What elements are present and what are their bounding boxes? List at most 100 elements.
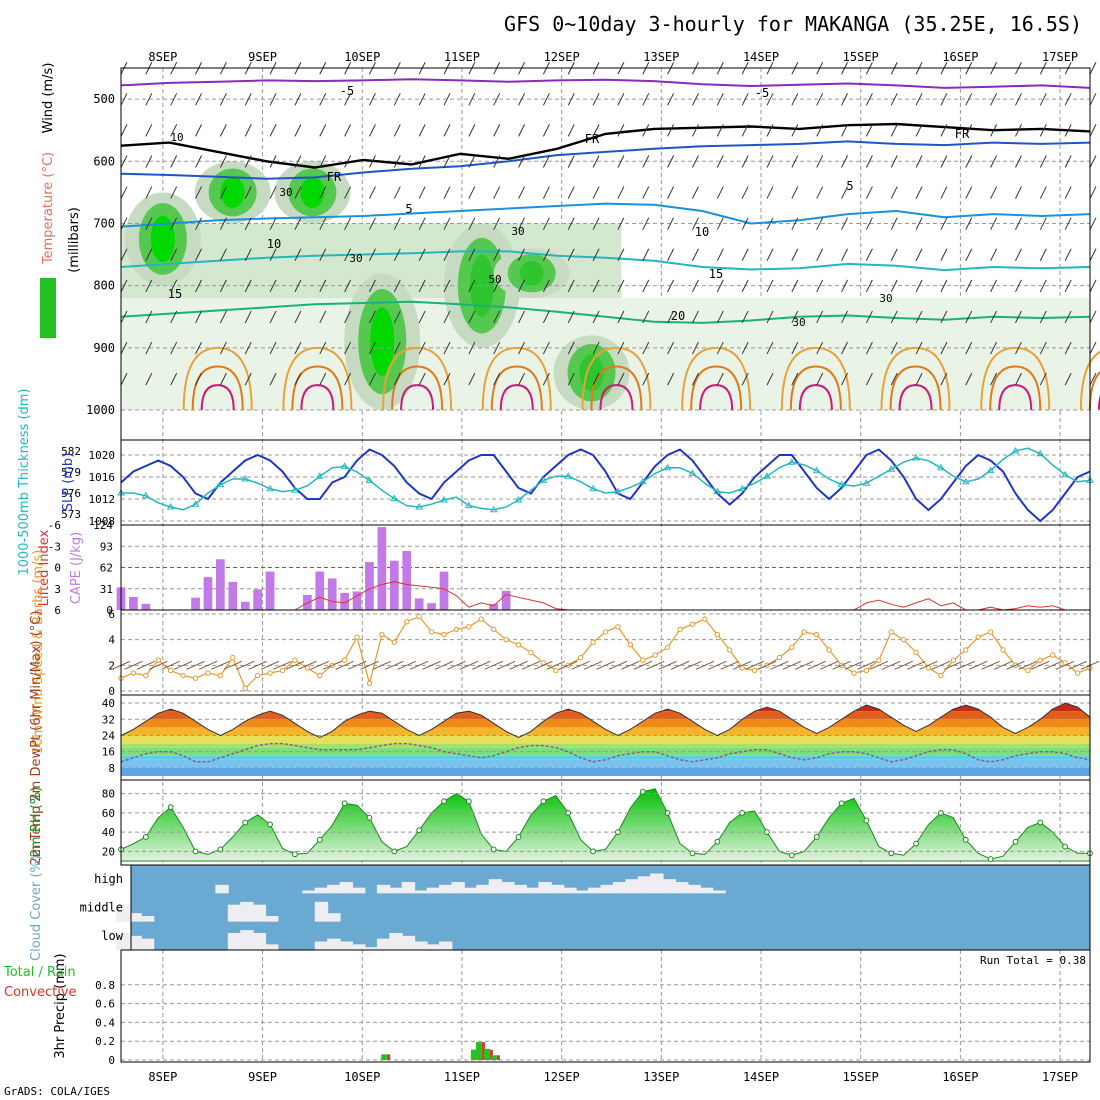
wind-barb [841, 186, 848, 199]
surface-wind-barb [906, 660, 926, 670]
temp-band [121, 743, 1090, 748]
cape-bar [315, 571, 325, 610]
wind-barb [418, 93, 426, 106]
warm-contour [980, 346, 1051, 411]
wind-barb [741, 372, 749, 386]
surface-wind-barb [173, 660, 193, 670]
wind-barb [1015, 155, 1022, 168]
wind-barb [319, 372, 327, 386]
thickness-point [763, 472, 771, 479]
wind-barb [791, 124, 799, 137]
wind-barb [791, 186, 799, 199]
surface-wind-barb [732, 660, 752, 670]
precip-total-bar [483, 1048, 490, 1060]
thickness-point [340, 462, 349, 469]
surface-wind-barb [409, 660, 429, 670]
thickness-point [812, 466, 821, 474]
wind-barb [369, 155, 376, 168]
thickness-point [937, 463, 945, 471]
wind-barb [319, 341, 327, 355]
rh-point [515, 834, 522, 840]
wind-barb [766, 186, 774, 199]
wind-barb [890, 279, 898, 293]
cloud-cell [376, 938, 391, 950]
wind-barb [319, 186, 327, 199]
cloud-cell [227, 904, 242, 922]
wind-speed-point [689, 621, 696, 627]
thickness-point [191, 500, 200, 507]
warm-contour [490, 365, 543, 411]
wind-barb [592, 279, 600, 293]
slp-tick: 1008 [89, 515, 116, 528]
contour-label: 30 [511, 225, 524, 238]
wind-barb [841, 248, 848, 261]
precip-total-bar [470, 1049, 477, 1060]
surface-wind-barb [310, 660, 329, 670]
wind-barb [369, 93, 376, 106]
contour-label: 50 [488, 273, 501, 286]
wind-speed-point [714, 631, 721, 638]
wind-barb [369, 341, 376, 355]
slp-line [120, 448, 1091, 523]
thickness-point [887, 465, 896, 472]
wind-barb [369, 217, 376, 230]
contour-label: FR [955, 127, 970, 141]
cloud-cell [215, 884, 229, 894]
wind-barb [865, 155, 873, 168]
precip-tick: 0.6 [95, 998, 115, 1011]
thickness-point [539, 476, 548, 483]
wind-barb [393, 341, 401, 355]
wind-barb [518, 248, 525, 261]
cape-bar [216, 559, 225, 610]
warm-contour [1088, 371, 1100, 411]
wind-barb [841, 310, 848, 324]
contour-label: 5 [405, 202, 412, 216]
wind-barb [344, 124, 352, 137]
wind-barb [518, 310, 525, 324]
wind-barb [393, 155, 401, 168]
cape-bar [352, 591, 362, 610]
wind-barb [567, 124, 575, 137]
cape-bar [129, 596, 138, 610]
wind-barb [990, 372, 998, 386]
wind-barb [816, 155, 824, 168]
cloud-cell [414, 941, 428, 950]
wind-barb [1089, 61, 1097, 75]
wind-barb [418, 217, 426, 230]
wind-barb [493, 279, 501, 293]
warm-contour [391, 365, 444, 411]
cloud-cell [650, 873, 664, 894]
rh-point [639, 788, 646, 795]
cloud-cell [538, 882, 552, 894]
wind-barb [542, 93, 550, 106]
surface-wind-barb [770, 660, 789, 670]
precip-conv-bar [496, 1055, 500, 1060]
wind-barb [443, 155, 451, 168]
wind-barb [294, 186, 302, 199]
wind-speed-point [478, 616, 484, 622]
wind-barb [865, 186, 873, 199]
wind-barb [294, 279, 302, 293]
thickness-point [464, 501, 473, 509]
wind-barb [617, 124, 625, 137]
surface-wind-barb [285, 660, 305, 670]
wind-barb [1089, 341, 1097, 355]
cloud-cell [314, 887, 329, 894]
wind-barb [319, 310, 327, 324]
wind-barb [766, 93, 774, 106]
isotherm-20 [120, 300, 1091, 324]
wind-barb [542, 372, 550, 386]
wind-tick: 2 [108, 659, 115, 672]
wind-barb [518, 372, 525, 386]
rh-axis-label: 2m RH (%) [29, 787, 44, 858]
wind-barb [692, 124, 699, 137]
surface-wind-barb [459, 660, 479, 670]
precip-conv-bar [489, 1049, 493, 1060]
cape-tick: 0 [106, 604, 113, 617]
wind-barb [344, 279, 352, 293]
wind-barb [344, 341, 352, 355]
wind-barb [120, 124, 128, 137]
cloud-cell [128, 935, 142, 950]
wind-barb [1015, 217, 1022, 230]
wind-barb [319, 248, 327, 261]
